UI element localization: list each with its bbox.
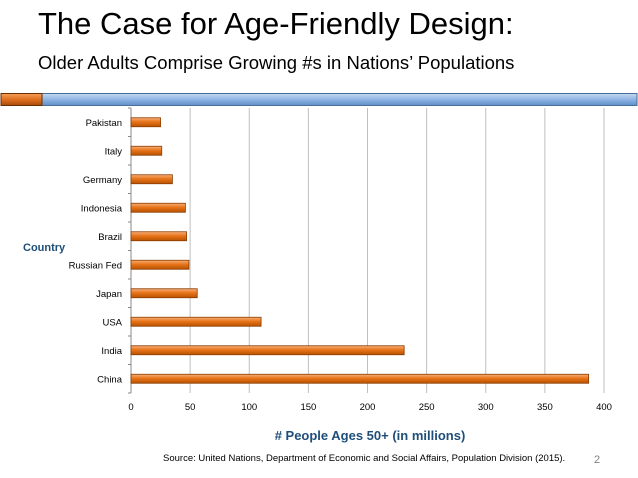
y-tick-label: Italy (105, 146, 123, 157)
x-axis-title: # People Ages 50+ (in millions) (274, 428, 466, 443)
y-axis-title: Country (23, 242, 66, 254)
x-tick-label: 100 (241, 402, 257, 413)
x-tick-label: 250 (419, 402, 435, 413)
axes (128, 107, 132, 394)
bar (130, 174, 173, 185)
progress-fill (0, 93, 43, 106)
bar (130, 316, 262, 327)
slide-title: The Case for Age-Friendly Design: (38, 6, 514, 41)
bar (130, 373, 590, 384)
y-tick-label: USA (102, 317, 122, 328)
x-tick-label: 350 (537, 402, 553, 413)
x-tick-label: 200 (360, 402, 376, 413)
y-tick-label: China (97, 374, 123, 385)
y-tick-label: Germany (83, 175, 122, 186)
bar (130, 117, 161, 128)
bar (130, 288, 198, 299)
bar (130, 231, 187, 242)
source-note: Source: United Nations, Department of Ec… (163, 453, 566, 464)
x-tick-label: 0 (128, 402, 133, 413)
x-tick-labels: 0 50 100 150 200 250 300 350 400 (128, 402, 612, 413)
bars (130, 117, 590, 384)
x-tick-label: 400 (596, 402, 612, 413)
progress-bar (0, 93, 638, 106)
page-number: 2 (594, 454, 601, 466)
bar (130, 145, 163, 156)
bar (130, 259, 190, 270)
y-tick-label: Brazil (98, 232, 122, 243)
x-tick-label: 300 (478, 402, 494, 413)
y-tick-label: India (101, 346, 122, 357)
y-tick-label: Pakistan (86, 118, 122, 129)
x-tick-label: 150 (300, 402, 316, 413)
y-tick-label: Russian Fed (69, 260, 122, 271)
y-tick-labels: China India USA Japan Russian Fed Brazil Indon… (69, 118, 123, 386)
y-tick-label: Indonesia (81, 203, 123, 214)
slide-subtitle: Older Adults Comprise Growing #s in Nati… (38, 52, 515, 73)
bar (130, 345, 405, 356)
bar (130, 202, 186, 213)
x-tick-label: 50 (185, 402, 196, 413)
y-tick-label: Japan (96, 289, 122, 300)
